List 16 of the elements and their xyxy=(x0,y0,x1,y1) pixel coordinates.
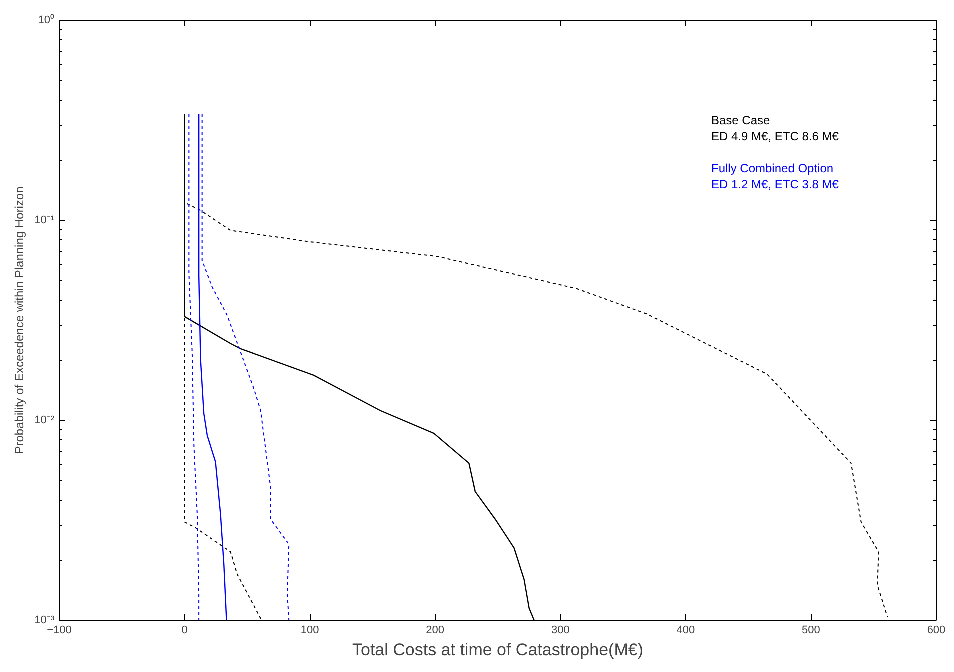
x-tick-label: 200 xyxy=(426,624,445,636)
text: Base Case ED 4.9 M€, ETC 8.6 M€ xyxy=(712,114,840,144)
y-axis-title: Probability of Exceedence within Planning Horizon xyxy=(12,186,27,454)
x-tick-label: −100 xyxy=(47,624,72,636)
x-tick-label: 100 xyxy=(300,624,320,636)
x-tick-label: 600 xyxy=(927,624,946,636)
y-tick-label: 10⁰ xyxy=(38,14,55,26)
x-tick-label: 300 xyxy=(551,624,570,636)
y-tick-label: 10⁻² xyxy=(34,414,55,426)
x-tick-label: 400 xyxy=(676,624,696,636)
y-tick-label: 10⁻³ xyxy=(34,614,55,626)
text: Fully Combined Option ED 1.2 M€, ETC 3.8 M€ xyxy=(712,162,840,192)
x-tick-label: 0 xyxy=(182,624,188,636)
x-axis-title: Total Costs at time of Catastrophe(M€) xyxy=(352,640,644,660)
y-tick-label: 10⁻¹ xyxy=(34,214,55,226)
x-tick-label: 500 xyxy=(802,624,820,636)
